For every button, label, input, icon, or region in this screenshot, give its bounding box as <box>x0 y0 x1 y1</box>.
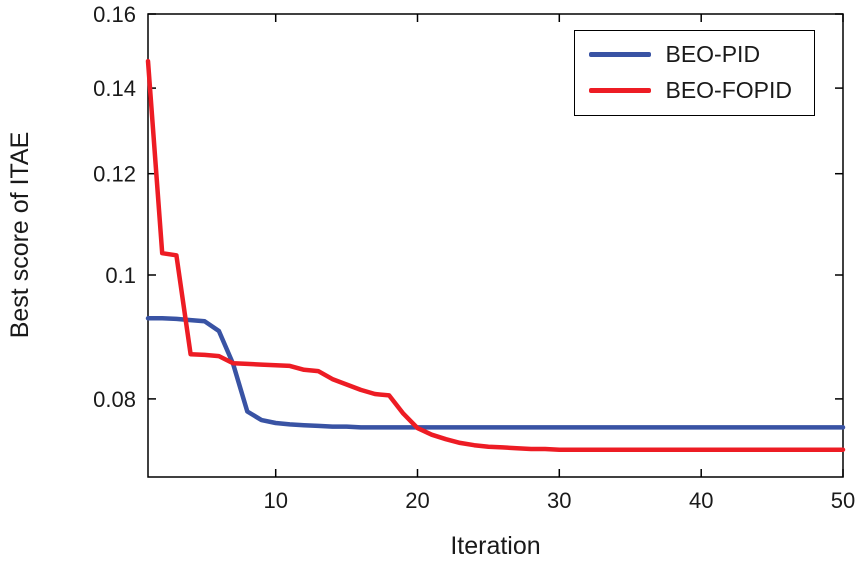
x-tick-label: 30 <box>547 488 571 513</box>
series-line-beo-fopid <box>145 58 846 452</box>
legend-entry-beo-fopid: BEO-FOPID <box>589 77 792 104</box>
y-tick-label: 0.1 <box>105 263 136 288</box>
y-tick-label: 0.08 <box>93 387 136 412</box>
axes-box <box>147 13 844 478</box>
series-line-beo-pid <box>145 316 846 430</box>
legend-line-swatch-red <box>589 88 652 94</box>
y-tick-label: 0.12 <box>93 162 136 187</box>
x-tick-label: 20 <box>405 488 429 513</box>
legend-label-beo-fopid: BEO-FOPID <box>665 77 792 104</box>
y-tick-label: 0.16 <box>93 2 136 27</box>
y-axis-label-text: Best score of ITAE <box>6 131 34 339</box>
y-tick-label: 0.14 <box>93 76 136 101</box>
x-axis-label: Iteration <box>450 532 541 560</box>
legend: BEO-PID BEO-FOPID <box>574 30 815 116</box>
x-tick-label: 10 <box>263 488 287 513</box>
x-tick-label: 50 <box>831 488 855 513</box>
x-tick-label: 40 <box>689 488 713 513</box>
legend-line-swatch-blue <box>589 52 652 58</box>
legend-label-beo-pid: BEO-PID <box>665 41 761 67</box>
legend-entry-beo-pid: BEO-PID <box>589 41 792 67</box>
